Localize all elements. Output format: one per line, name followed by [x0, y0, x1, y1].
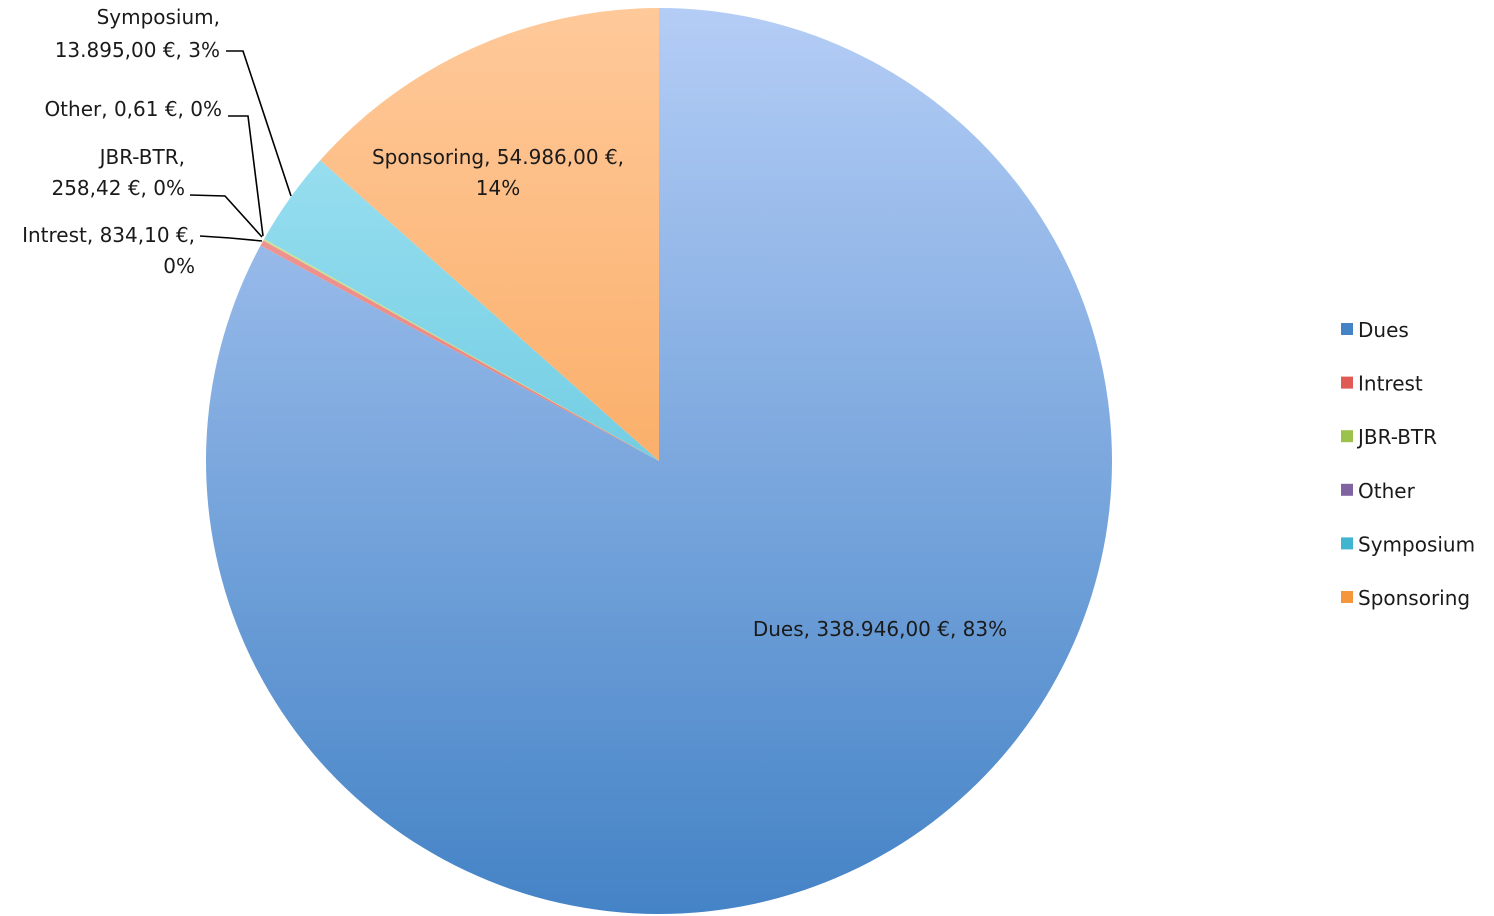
leader-lines: [189, 50, 292, 242]
legend-label-symposium: Symposium: [1358, 532, 1475, 556]
data-label-jbr-btr: JBR-BTR, 258,42 €, 0%: [51, 145, 185, 200]
legend-swatch-jbr-btr: [1341, 430, 1353, 443]
legend-label-sponsoring: Sponsoring: [1358, 586, 1470, 610]
legend-swatch-sponsoring: [1341, 591, 1353, 603]
legend-label-dues: Dues: [1358, 318, 1409, 342]
pie-slices: [206, 8, 1113, 915]
leader-line-intrest: [199, 235, 263, 242]
slice-sponsoring: [320, 8, 659, 461]
legend-swatch-symposium: [1341, 537, 1353, 550]
data-label-dues: Dues, 338.946,00 €, 83%: [753, 617, 1007, 641]
legend-item-jbr-btr: JBR-BTR: [1341, 425, 1437, 449]
slice-intrest: [260, 240, 659, 461]
legend-label-jbr-btr: JBR-BTR: [1356, 425, 1437, 449]
data-label-sponsoring: Sponsoring, 54.986,00 €, 14%: [372, 145, 624, 200]
leader-line-jbr-btr: [189, 194, 263, 238]
leader-line-symposium: [226, 50, 292, 197]
slice-symposium: [264, 160, 659, 462]
legend-item-other: Other: [1341, 479, 1416, 503]
legend-swatch-other: [1341, 483, 1353, 496]
legend-item-dues: Dues: [1341, 318, 1409, 342]
legend-label-other: Other: [1358, 479, 1416, 503]
data-labels: Dues, 338.946,00 €, 83% Intrest, 834,10 €…: [22, 5, 1007, 641]
data-label-symposium: Symposium, 13.895,00 €, 3%: [55, 5, 220, 62]
data-label-other: Other, 0,61 €, 0%: [44, 97, 222, 121]
legend-swatch-dues: [1341, 323, 1353, 335]
leader-line-other: [228, 115, 264, 237]
legend-label-intrest: Intrest: [1358, 372, 1423, 396]
legend-item-symposium: Symposium: [1341, 532, 1475, 556]
legend-item-intrest: Intrest: [1341, 372, 1423, 396]
slice-jbr-btr: [263, 238, 659, 461]
legend: Dues Intrest JBR-BTR Other Symposium Sponsori…: [1341, 318, 1475, 610]
legend-swatch-intrest: [1341, 376, 1353, 389]
slice-dues: [206, 8, 1113, 915]
legend-item-sponsoring: Sponsoring: [1341, 586, 1470, 610]
data-label-intrest: Intrest, 834,10 €, 0%: [22, 223, 195, 278]
